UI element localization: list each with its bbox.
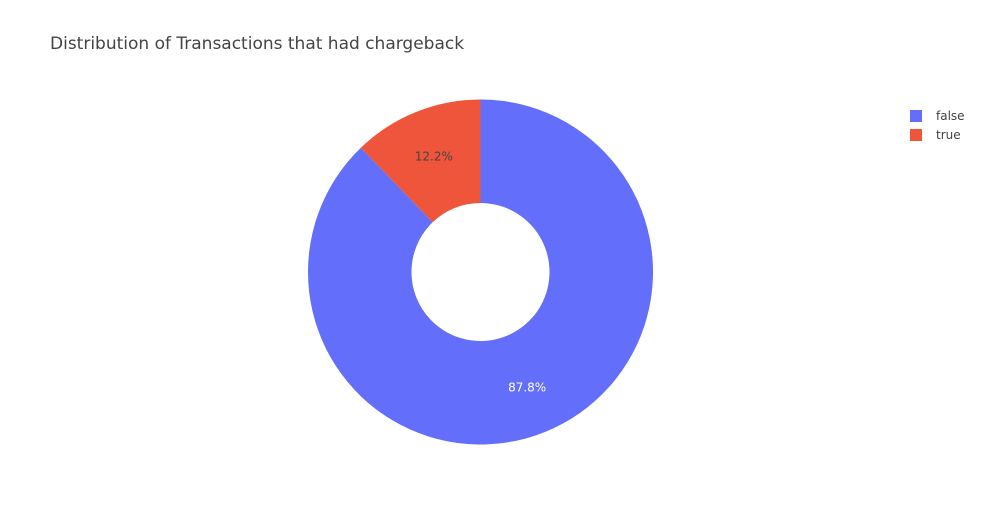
chart-title: Distribution of Transactions that had ch… xyxy=(50,34,465,54)
legend: false true xyxy=(910,106,965,144)
legend-label-false: false xyxy=(936,108,965,123)
legend-item-true[interactable]: true xyxy=(910,125,965,144)
donut-slice-true[interactable] xyxy=(360,99,481,223)
legend-swatch-true xyxy=(910,128,922,141)
donut-slice-false[interactable] xyxy=(307,99,653,445)
legend-item-false[interactable]: false xyxy=(910,106,965,125)
legend-swatch-false xyxy=(910,109,922,122)
legend-label-true: true xyxy=(936,127,961,142)
slice-label-false: 87.8% xyxy=(508,381,546,395)
slice-label-true: 12.2% xyxy=(415,149,453,163)
